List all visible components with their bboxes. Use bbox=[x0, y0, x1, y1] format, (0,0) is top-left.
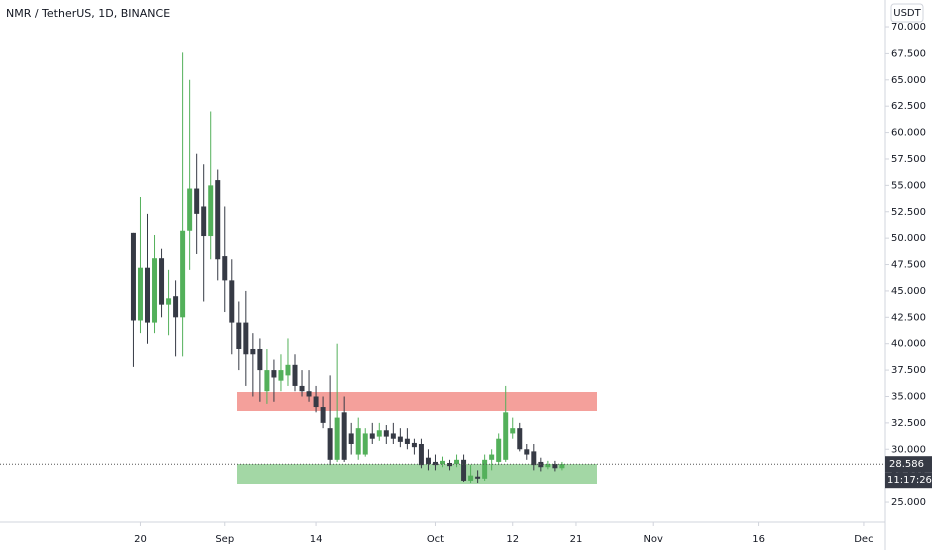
candle-body bbox=[222, 256, 228, 281]
candle-body bbox=[362, 433, 368, 455]
x-tick-label: Oct bbox=[427, 534, 444, 545]
candle-body bbox=[341, 412, 347, 460]
candle-body bbox=[271, 370, 277, 378]
candle-body bbox=[278, 370, 284, 381]
candle-body bbox=[180, 230, 186, 318]
y-tick-label: 57.500 bbox=[891, 154, 926, 165]
candle-body bbox=[152, 258, 158, 323]
y-tick-label: 45.000 bbox=[891, 286, 926, 297]
last-price-badge bbox=[885, 456, 932, 473]
candle-body bbox=[397, 436, 403, 442]
candle-body bbox=[348, 433, 354, 444]
candle-body bbox=[355, 428, 361, 455]
y-tick-label: 32.500 bbox=[891, 418, 926, 429]
y-tick-label: 47.500 bbox=[891, 260, 926, 271]
candle-body bbox=[503, 412, 509, 460]
countdown-badge bbox=[885, 472, 932, 489]
x-tick-label: Sep bbox=[215, 534, 234, 545]
chart-title: NMR / TetherUS, 1D, BINANCE bbox=[6, 7, 170, 20]
candle-body bbox=[531, 451, 537, 466]
candle-body bbox=[208, 185, 214, 237]
candle-body bbox=[411, 442, 417, 448]
y-tick-label: 30.000 bbox=[891, 444, 926, 455]
candle-body bbox=[320, 407, 326, 423]
x-tick-label: 16 bbox=[752, 534, 765, 545]
y-tick-label: 37.500 bbox=[891, 365, 926, 376]
candle-body bbox=[418, 443, 424, 466]
candle-body bbox=[229, 280, 235, 323]
y-tick-label: 40.000 bbox=[891, 339, 926, 350]
y-tick-label: 25.000 bbox=[891, 497, 926, 508]
candle-body bbox=[496, 438, 502, 462]
candle-body bbox=[243, 322, 249, 355]
support-zone bbox=[237, 464, 597, 484]
candle-body bbox=[425, 457, 431, 465]
currency-badge bbox=[890, 3, 924, 23]
candle-body bbox=[376, 430, 382, 437]
candle-body bbox=[194, 188, 200, 214]
x-tick-label: 21 bbox=[570, 534, 583, 545]
y-tick-label: 42.500 bbox=[891, 312, 926, 323]
candle-body bbox=[159, 258, 165, 305]
candle-body bbox=[306, 391, 312, 397]
candle-body bbox=[264, 370, 270, 392]
countdown-label: 11:17:26 bbox=[887, 475, 932, 486]
candle-body bbox=[299, 385, 305, 392]
y-tick-label: 55.000 bbox=[891, 180, 926, 191]
candle-body bbox=[369, 433, 375, 439]
y-tick-label: 65.000 bbox=[891, 75, 926, 86]
candle-body bbox=[447, 462, 453, 467]
candle-body bbox=[145, 267, 150, 323]
candle-body bbox=[257, 348, 263, 371]
y-tick-label: 52.500 bbox=[891, 207, 926, 218]
candle-body bbox=[285, 364, 291, 376]
candle-body bbox=[545, 464, 551, 468]
candle-body bbox=[313, 396, 319, 408]
candle-body bbox=[510, 428, 516, 434]
candle-body bbox=[468, 475, 474, 481]
candle-body bbox=[432, 461, 438, 466]
candle-body bbox=[215, 180, 221, 260]
x-tick-label: 14 bbox=[310, 534, 323, 545]
y-tick-label: 50.000 bbox=[891, 233, 926, 244]
x-tick-label: 12 bbox=[506, 534, 519, 545]
candle-body bbox=[475, 476, 481, 479]
y-tick-label: 35.000 bbox=[891, 391, 926, 402]
y-tick-label: 67.500 bbox=[891, 48, 926, 59]
candle-body bbox=[130, 232, 136, 321]
candle-body bbox=[334, 417, 340, 460]
y-tick-label: 60.000 bbox=[891, 128, 926, 139]
x-tick-label: Dec bbox=[854, 534, 873, 545]
candle-body bbox=[559, 464, 565, 469]
candle-body bbox=[390, 433, 396, 439]
currency-label: USDT bbox=[893, 8, 921, 19]
candle-body bbox=[461, 459, 467, 481]
candle-body bbox=[292, 364, 298, 386]
candle-body bbox=[454, 459, 460, 465]
y-tick-label: 70.000 bbox=[891, 22, 926, 33]
candle-body bbox=[440, 460, 445, 465]
candle-body bbox=[552, 464, 558, 469]
candle-body bbox=[137, 267, 143, 321]
resistance-zone bbox=[237, 392, 597, 411]
candle-body bbox=[404, 438, 410, 444]
last-price-label: 28.586 bbox=[889, 459, 924, 470]
x-tick-label: Nov bbox=[643, 534, 663, 545]
candle-body bbox=[201, 206, 207, 237]
candle-body bbox=[489, 454, 495, 460]
candle-body bbox=[524, 449, 530, 455]
candle-body bbox=[250, 348, 256, 355]
candle-body bbox=[327, 428, 333, 460]
candle-body bbox=[517, 428, 523, 450]
candle-body bbox=[187, 188, 193, 231]
candle-body bbox=[482, 459, 488, 479]
candle-body bbox=[173, 296, 179, 318]
y-tick-label: 62.500 bbox=[891, 101, 926, 112]
candle-body bbox=[236, 322, 242, 349]
candle-body bbox=[166, 298, 172, 305]
x-tick-label: 20 bbox=[134, 534, 147, 545]
candle-body bbox=[383, 430, 389, 437]
